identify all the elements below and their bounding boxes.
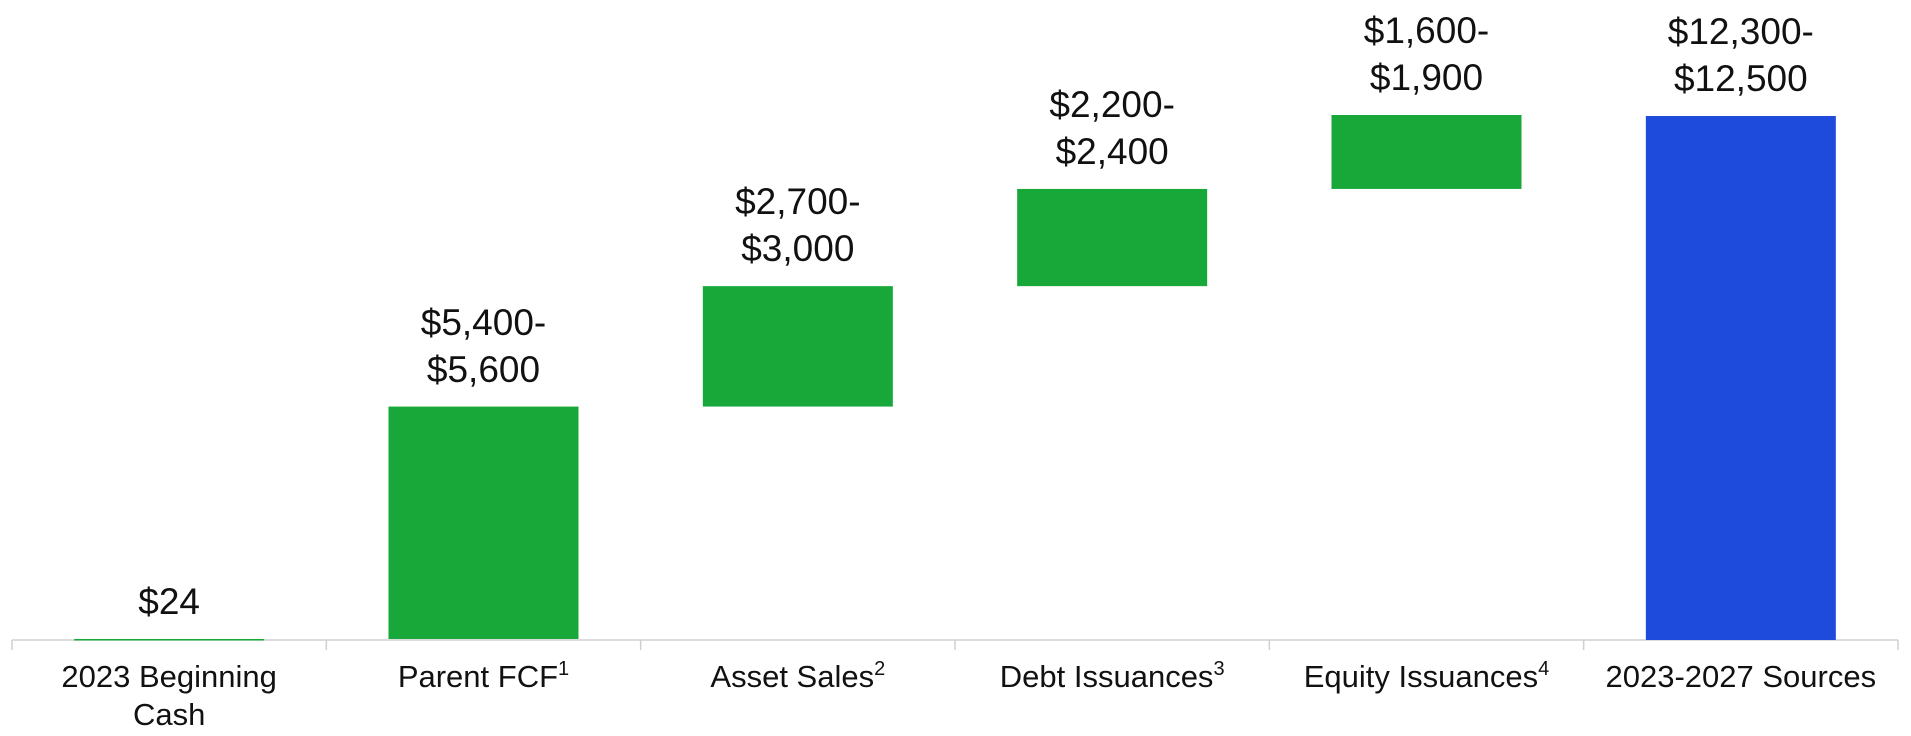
category-text: Equity Issuances <box>1303 659 1539 694</box>
footnote-marker: 2 <box>874 658 886 680</box>
footnote-marker: 4 <box>1538 658 1550 680</box>
value-label: $24 <box>39 578 299 625</box>
value-label-line: $5,400- <box>420 301 547 343</box>
bar <box>702 286 893 407</box>
value-label: $12,300- $12,500 <box>1611 8 1871 102</box>
value-label: $5,400- $5,600 <box>354 299 614 393</box>
category-text: Debt Issuances <box>999 659 1214 694</box>
value-label-line: $3,000 <box>741 228 855 270</box>
value-label-line: $1,600- <box>1363 10 1490 51</box>
bar <box>1645 116 1836 641</box>
value-label-line: $5,600 <box>426 348 541 390</box>
category-text: Asset Sales <box>710 659 875 694</box>
value-label-line: $2,400 <box>1055 130 1169 172</box>
bar <box>1331 115 1522 189</box>
value-label-line: $12,500 <box>1673 58 1808 99</box>
x-tick-label: 2023-2027 Sources <box>1584 658 1898 696</box>
x-tick-label: 2023 Beginning Cash <box>44 658 294 734</box>
x-tick-label: Parent FCF1 <box>326 658 640 696</box>
value-label: $2,700- $3,000 <box>668 178 928 272</box>
value-label-line: $24 <box>138 580 201 622</box>
value-label: $2,200- $2,400 <box>982 81 1242 175</box>
footnote-marker: 3 <box>1213 658 1225 680</box>
value-label-line: $2,700- <box>735 181 861 223</box>
category-text: Parent FCF <box>397 659 559 694</box>
x-tick-label: Debt Issuances3 <box>955 658 1269 696</box>
footnote-marker: 1 <box>558 658 570 680</box>
category-text: 2023 Beginning Cash <box>61 659 277 732</box>
value-label-line: $1,900 <box>1369 57 1484 98</box>
x-tick-label: Equity Issuances4 <box>1269 658 1583 696</box>
x-tick-label: Asset Sales2 <box>641 658 955 696</box>
value-label: $1,600- $1,900 <box>1297 7 1557 101</box>
value-label-line: $12,300- <box>1667 11 1814 52</box>
bar <box>1017 188 1208 287</box>
bar <box>388 406 579 639</box>
value-label-line: $2,200- <box>1049 83 1175 125</box>
bar <box>74 638 265 641</box>
category-text: 2023-2027 Sources <box>1605 659 1877 694</box>
